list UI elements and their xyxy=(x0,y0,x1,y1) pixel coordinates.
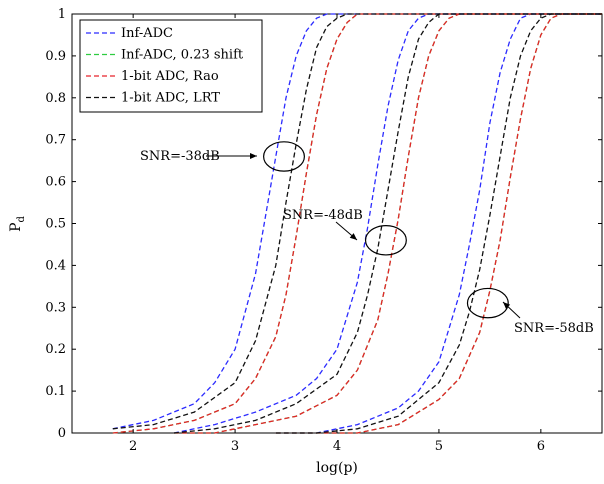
y-tick-label: 1 xyxy=(58,7,66,22)
y-tick-label: 0.9 xyxy=(45,49,66,64)
x-tick-label: 6 xyxy=(537,439,545,454)
series-line-1-snr-2 xyxy=(173,13,602,434)
y-tick-label: 0.1 xyxy=(45,384,66,399)
x-tick-label: 5 xyxy=(435,439,443,454)
curves xyxy=(112,13,602,434)
legend: Inf-ADC Inf-ADC, 0.23 shift 1-bit ADC, Rao… xyxy=(79,19,263,113)
series-line-3-snr-3 xyxy=(275,13,602,434)
series-line-4-snr-2 xyxy=(173,13,602,434)
legend-label: 1-bit ADC, LRT xyxy=(121,91,220,106)
arrow-head-icon xyxy=(250,153,257,159)
x-axis: 2 3 4 5 6 xyxy=(129,14,545,454)
arrow-head-icon xyxy=(503,302,511,309)
series-line-3-snr-1 xyxy=(112,13,602,434)
y-tick-label: 0.5 xyxy=(45,217,66,232)
arrow-head-icon xyxy=(349,233,357,240)
y-tick-label: 0 xyxy=(58,426,66,441)
y-tick-label: 0.6 xyxy=(45,175,66,190)
annotation-ellipse xyxy=(466,287,509,319)
series-line-4-snr-1 xyxy=(112,13,602,430)
legend-label: Inf-ADC, 0.23 shift xyxy=(121,48,244,63)
y-axis: 0 0.1 0.2 0.3 0.4 0.5 0.6 0.7 0.8 0.9 1 xyxy=(45,7,602,441)
x-axis-title: log(p) xyxy=(316,460,358,476)
annotation-label: SNR=-48dB xyxy=(283,208,363,223)
series-line-1-snr-3 xyxy=(275,13,602,434)
x-tick-label: 2 xyxy=(129,439,137,454)
legend-box xyxy=(79,19,263,113)
y-tick-label: 0.2 xyxy=(45,342,66,357)
y-axis-title: Pd xyxy=(8,215,27,231)
annotations: SNR=-38dB SNR=-48dB SNR=-58dB xyxy=(140,141,594,336)
series-line-3-snr-2 xyxy=(173,13,602,434)
legend-label: Inf-ADC xyxy=(121,26,173,41)
annotation-ellipse xyxy=(263,141,305,172)
legend-label: 1-bit ADC, Rao xyxy=(121,69,219,84)
annotation-label: SNR=-38dB xyxy=(140,149,220,164)
x-tick-label: 4 xyxy=(333,439,341,454)
y-tick-label: 0.3 xyxy=(45,300,66,315)
y-tick-label: 0.7 xyxy=(45,133,66,148)
annotation-ellipse xyxy=(364,224,407,256)
annotation-label: SNR=-58dB xyxy=(514,321,594,336)
y-tick-label: 0.8 xyxy=(45,91,66,106)
series-line-1-snr-1 xyxy=(112,13,602,430)
x-tick-label: 3 xyxy=(231,439,239,454)
y-tick-label: 0.4 xyxy=(45,258,66,273)
